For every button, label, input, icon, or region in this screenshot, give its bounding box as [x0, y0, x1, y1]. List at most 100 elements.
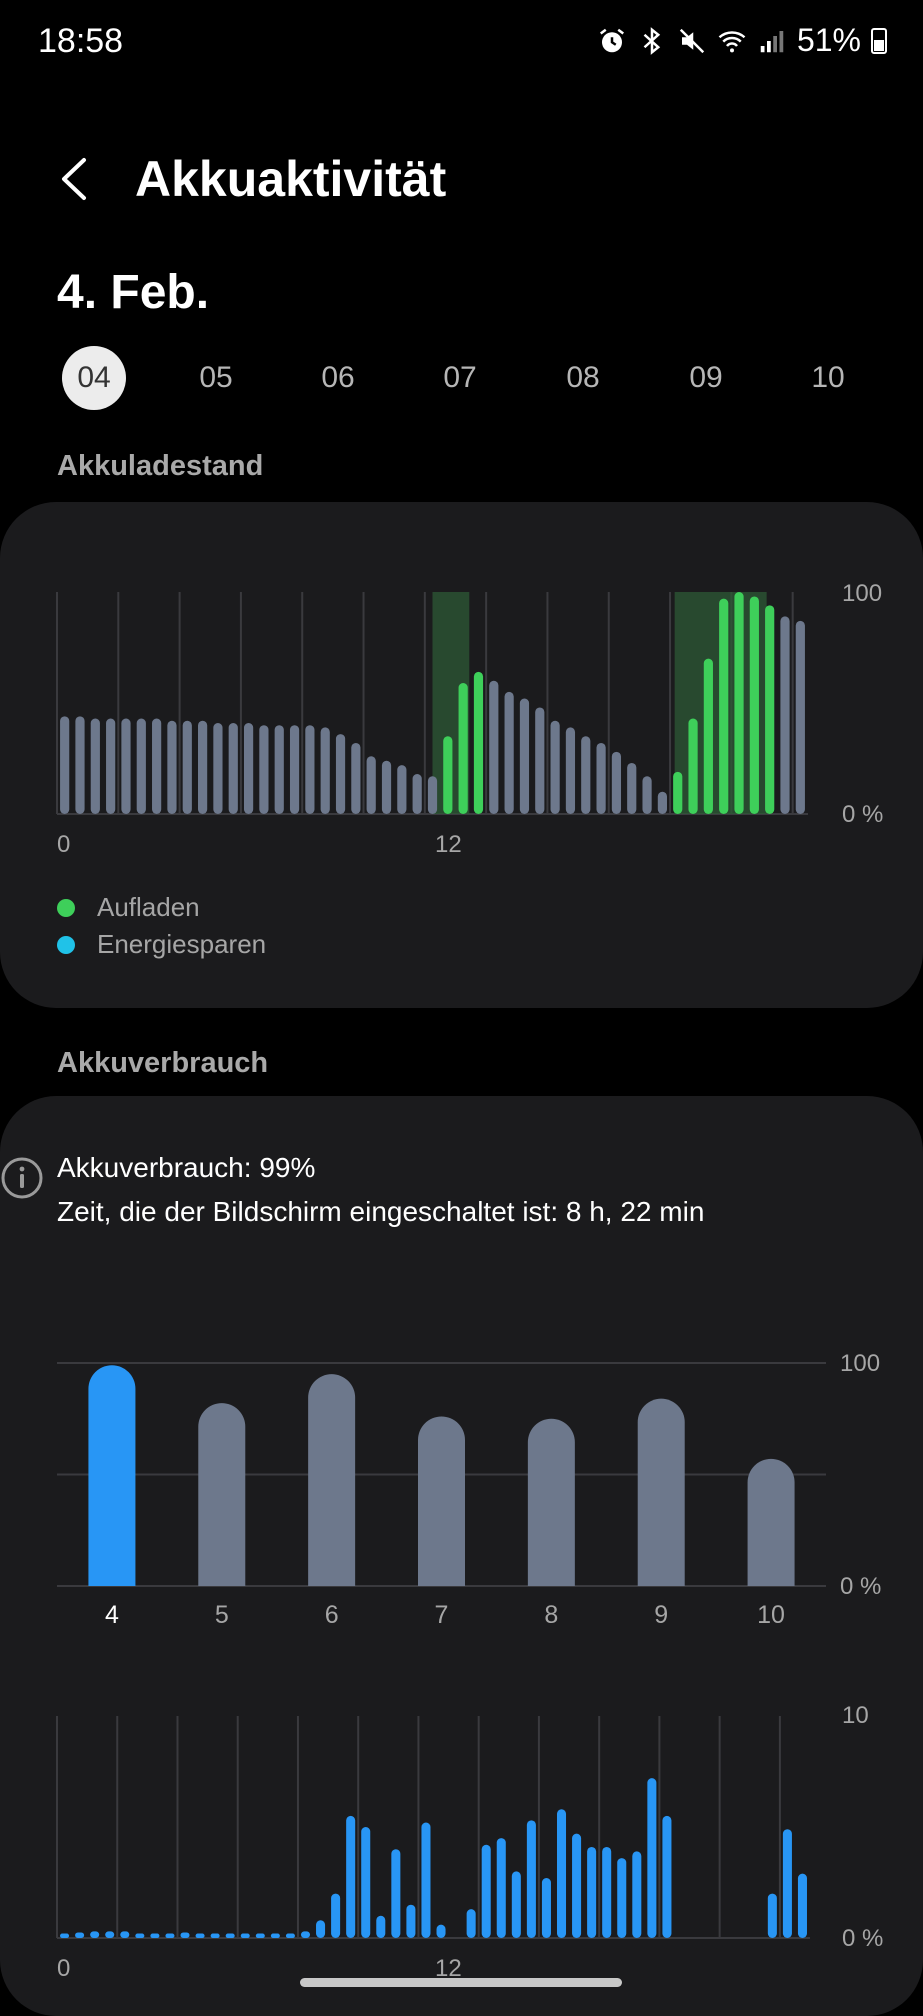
legend-dot-charging — [57, 898, 75, 917]
battery-level-bar — [75, 716, 85, 814]
weekly-x-label: 6 — [325, 1601, 339, 1629]
battery-level-bar — [305, 725, 315, 814]
legend-dot-power-saving — [57, 935, 75, 954]
battery-level-bar — [627, 762, 637, 814]
hourly-usage-bar — [361, 1827, 371, 1938]
hourly-usage-bar — [587, 1846, 597, 1938]
battery-level-bar — [473, 671, 484, 814]
page-title: Akkuaktivität — [135, 151, 447, 207]
battery-level-bar — [765, 605, 775, 814]
info-icon[interactable] — [0, 1156, 44, 1200]
battery-level-bar — [228, 722, 238, 814]
battery-level-bar — [719, 598, 729, 814]
legend-power-saving: Energiesparen — [57, 929, 266, 960]
hourly-usage-bar — [496, 1838, 506, 1938]
battery-level-bar — [198, 720, 208, 814]
battery-level-bar — [182, 720, 192, 814]
hourly-usage-bar — [481, 1844, 491, 1938]
battery-level-bar — [121, 718, 131, 814]
hourly-usage-bar — [436, 1924, 446, 1938]
battery-level-bar — [243, 722, 254, 814]
usage-summary: Akkuverbrauch: 99% Zeit, die der Bildsch… — [57, 1146, 704, 1234]
date-item-05[interactable]: 05 — [199, 361, 233, 394]
hourly-usage-bar — [376, 1915, 386, 1938]
date-item-09[interactable]: 09 — [689, 361, 723, 394]
hourly-usage-bar — [782, 1829, 792, 1938]
hourly-usage-bar — [617, 1858, 627, 1938]
hourly-usage-bar — [240, 1933, 250, 1938]
hourly-usage-bar — [195, 1933, 205, 1938]
weekly-usage-chart: 4 5 6 7 8 9 10 100 0 % — [57, 1350, 881, 1629]
weekly-bar-4 — [88, 1365, 136, 1586]
x-tick-label: 0 — [57, 1955, 70, 1982]
battery-usage-card: Akkuverbrauch: 99% Zeit, die der Bildsch… — [0, 1096, 923, 2016]
battery-level-bar — [381, 760, 392, 814]
battery-percent: 51% — [796, 22, 861, 58]
weekly-x-label: 8 — [544, 1601, 558, 1629]
battery-level-bar — [412, 774, 422, 814]
mute-icon — [679, 28, 705, 53]
battery-level-bar — [596, 742, 606, 814]
battery-level-bar — [259, 725, 269, 814]
date-item-06[interactable]: 06 — [321, 361, 355, 394]
hourly-usage-bar — [165, 1933, 175, 1938]
hourly-usage-bar — [346, 1815, 356, 1938]
battery-level-bar — [289, 725, 300, 814]
weekly-bar-7 — [418, 1416, 465, 1586]
status-time: 18:58 — [38, 22, 124, 60]
y-tick-label: 100 — [840, 1350, 880, 1377]
battery-level-bar — [657, 791, 667, 814]
battery-level-bar — [335, 734, 346, 814]
battery-level-bar — [397, 765, 407, 814]
battery-level-chart: 100 0 % 0 12 — [56, 580, 883, 858]
hourly-usage-bar — [75, 1932, 85, 1938]
date-item-07[interactable]: 07 — [443, 361, 477, 394]
hourly-usage-bar — [767, 1893, 777, 1938]
battery-level-bar — [703, 658, 713, 814]
y-tick-label: 0 % — [840, 1573, 881, 1600]
hourly-usage-bar — [421, 1822, 431, 1938]
hourly-usage-bar — [135, 1933, 145, 1938]
battery-level-bar — [504, 691, 514, 814]
usage-percent-text: Akkuverbrauch: 99% — [57, 1152, 316, 1183]
date-selector: 04 05 06 07 08 09 10 — [0, 345, 923, 411]
date-title: 4. Feb. — [57, 266, 210, 319]
battery-level-bar — [565, 727, 576, 814]
hourly-usage-bar — [526, 1820, 536, 1938]
hourly-usage-bar — [406, 1904, 416, 1938]
legend-label-power-saving: Energiesparen — [97, 929, 267, 959]
hourly-usage-bar — [300, 1931, 311, 1938]
hourly-usage-bar — [541, 1878, 551, 1938]
battery-level-bar — [427, 776, 438, 814]
hourly-usage-bar — [511, 1871, 521, 1938]
battery-level-label: Akkuladestand — [57, 450, 264, 482]
battery-level-bar — [749, 596, 759, 814]
home-indicator[interactable] — [300, 1978, 622, 1987]
weekly-x-label: 7 — [435, 1601, 449, 1629]
weekly-bar-5 — [198, 1403, 246, 1586]
battery-level-bar — [734, 592, 744, 814]
weekly-bar-6 — [308, 1374, 356, 1586]
battery-level-bar — [106, 718, 116, 814]
battery-level-bar — [320, 727, 330, 814]
status-bar: 18:58 51% — [0, 0, 923, 90]
battery-level-bar — [489, 680, 499, 814]
back-arrow-icon[interactable] — [52, 154, 102, 204]
date-item-10[interactable]: 10 — [811, 361, 845, 394]
x-tick-label: 12 — [435, 1955, 462, 1982]
hourly-usage-bar — [180, 1932, 190, 1938]
hourly-usage-bar — [391, 1849, 401, 1938]
date-item-04[interactable]: 04 — [62, 346, 126, 410]
hourly-usage-bar — [285, 1933, 295, 1938]
y-tick-label: 100 — [842, 580, 882, 607]
battery-level-bar — [167, 720, 177, 814]
hourly-usage-bar — [331, 1893, 341, 1938]
battery-level-bar — [642, 776, 652, 814]
date-item-08[interactable]: 08 — [566, 361, 600, 394]
battery-level-bar — [795, 620, 805, 814]
hourly-usage-bar — [602, 1846, 612, 1938]
hourly-usage-bar — [105, 1931, 115, 1938]
legend-charging: Aufladen — [57, 892, 200, 923]
screen-on-time-text: Zeit, die der Bildschirm eingeschaltet i… — [57, 1196, 705, 1227]
y-tick-label: 10 — [842, 1702, 869, 1729]
